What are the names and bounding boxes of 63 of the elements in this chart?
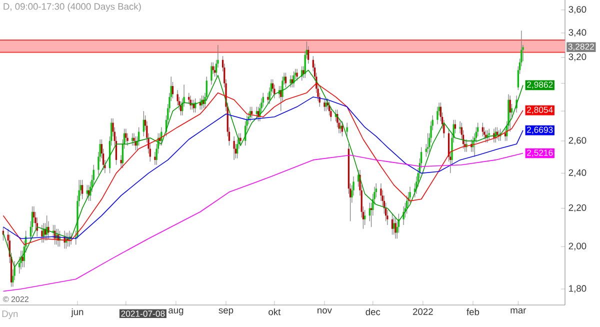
x-tick-label: 2022 xyxy=(413,308,433,315)
candlestick xyxy=(370,202,372,228)
candlestick xyxy=(364,210,366,226)
x-tick-label: sep xyxy=(218,308,234,316)
x-tick-label: jun xyxy=(71,308,84,318)
candlestick xyxy=(394,217,396,239)
y-tick-label: 2,60 xyxy=(568,137,586,145)
text: 2021-07-08 xyxy=(121,310,165,317)
candlestick xyxy=(482,122,484,137)
y-tick-label: 3,60 xyxy=(568,6,586,14)
x-tick-label: aug xyxy=(168,308,184,316)
candlestick xyxy=(210,62,212,86)
y-tick-label: 2,40 xyxy=(568,169,586,178)
candlestick xyxy=(240,132,242,146)
y-tick-label: 2,20 xyxy=(568,204,586,212)
candlestick xyxy=(391,213,394,236)
candlestick xyxy=(504,128,506,142)
candlestick xyxy=(20,250,22,270)
candlestick xyxy=(436,106,438,125)
candlestick xyxy=(493,128,495,143)
x-tick-label: nov xyxy=(318,308,332,314)
x-tick-label: dec xyxy=(366,308,380,316)
candlestick xyxy=(308,46,310,64)
candlestick xyxy=(56,228,58,245)
candlestick xyxy=(126,132,128,146)
candlestick xyxy=(176,90,178,106)
text: 3,2822 xyxy=(568,44,594,51)
candlestick xyxy=(324,98,326,112)
data-label: 2,5216 xyxy=(527,150,553,157)
text: Dyn xyxy=(2,310,18,319)
candlestick xyxy=(199,98,201,110)
candlestick xyxy=(325,98,327,112)
y-tick-label: 2,00 xyxy=(568,242,586,250)
candlestick xyxy=(290,75,292,88)
candlestick xyxy=(82,180,84,200)
chart-title: D, 09:00-17:30 (4000 Days Back) xyxy=(4,2,141,12)
x-tick-label: mar xyxy=(510,308,526,314)
candlestick xyxy=(409,186,411,204)
y-tick-label: 1,80 xyxy=(569,285,586,293)
x-tick-label: okt xyxy=(268,308,281,316)
data-label: 2,9862 xyxy=(527,82,553,89)
candlestick xyxy=(341,120,344,137)
candlestick xyxy=(191,99,193,110)
data-label: 2,8054 xyxy=(527,106,553,114)
y-tick-label: 3,40 xyxy=(568,29,586,37)
candlestick xyxy=(256,106,258,119)
annotation: © 2022 xyxy=(3,296,28,302)
line-series xyxy=(2,152,524,292)
candlestick xyxy=(86,184,88,200)
candlestick xyxy=(41,224,43,243)
candlestick xyxy=(172,82,174,99)
x-tick-label: feb xyxy=(466,308,480,316)
candlestick xyxy=(190,95,192,110)
data-label: 2,6693 xyxy=(527,126,553,134)
candlestick xyxy=(483,126,486,140)
candlestick xyxy=(509,95,511,132)
candlestick xyxy=(284,72,287,88)
candlestick xyxy=(346,122,348,137)
y-tick-label: 3,20 xyxy=(568,54,586,62)
candlestick xyxy=(296,68,298,81)
candlestick xyxy=(251,106,253,119)
candlestick xyxy=(426,132,429,154)
candlestick xyxy=(142,110,144,137)
